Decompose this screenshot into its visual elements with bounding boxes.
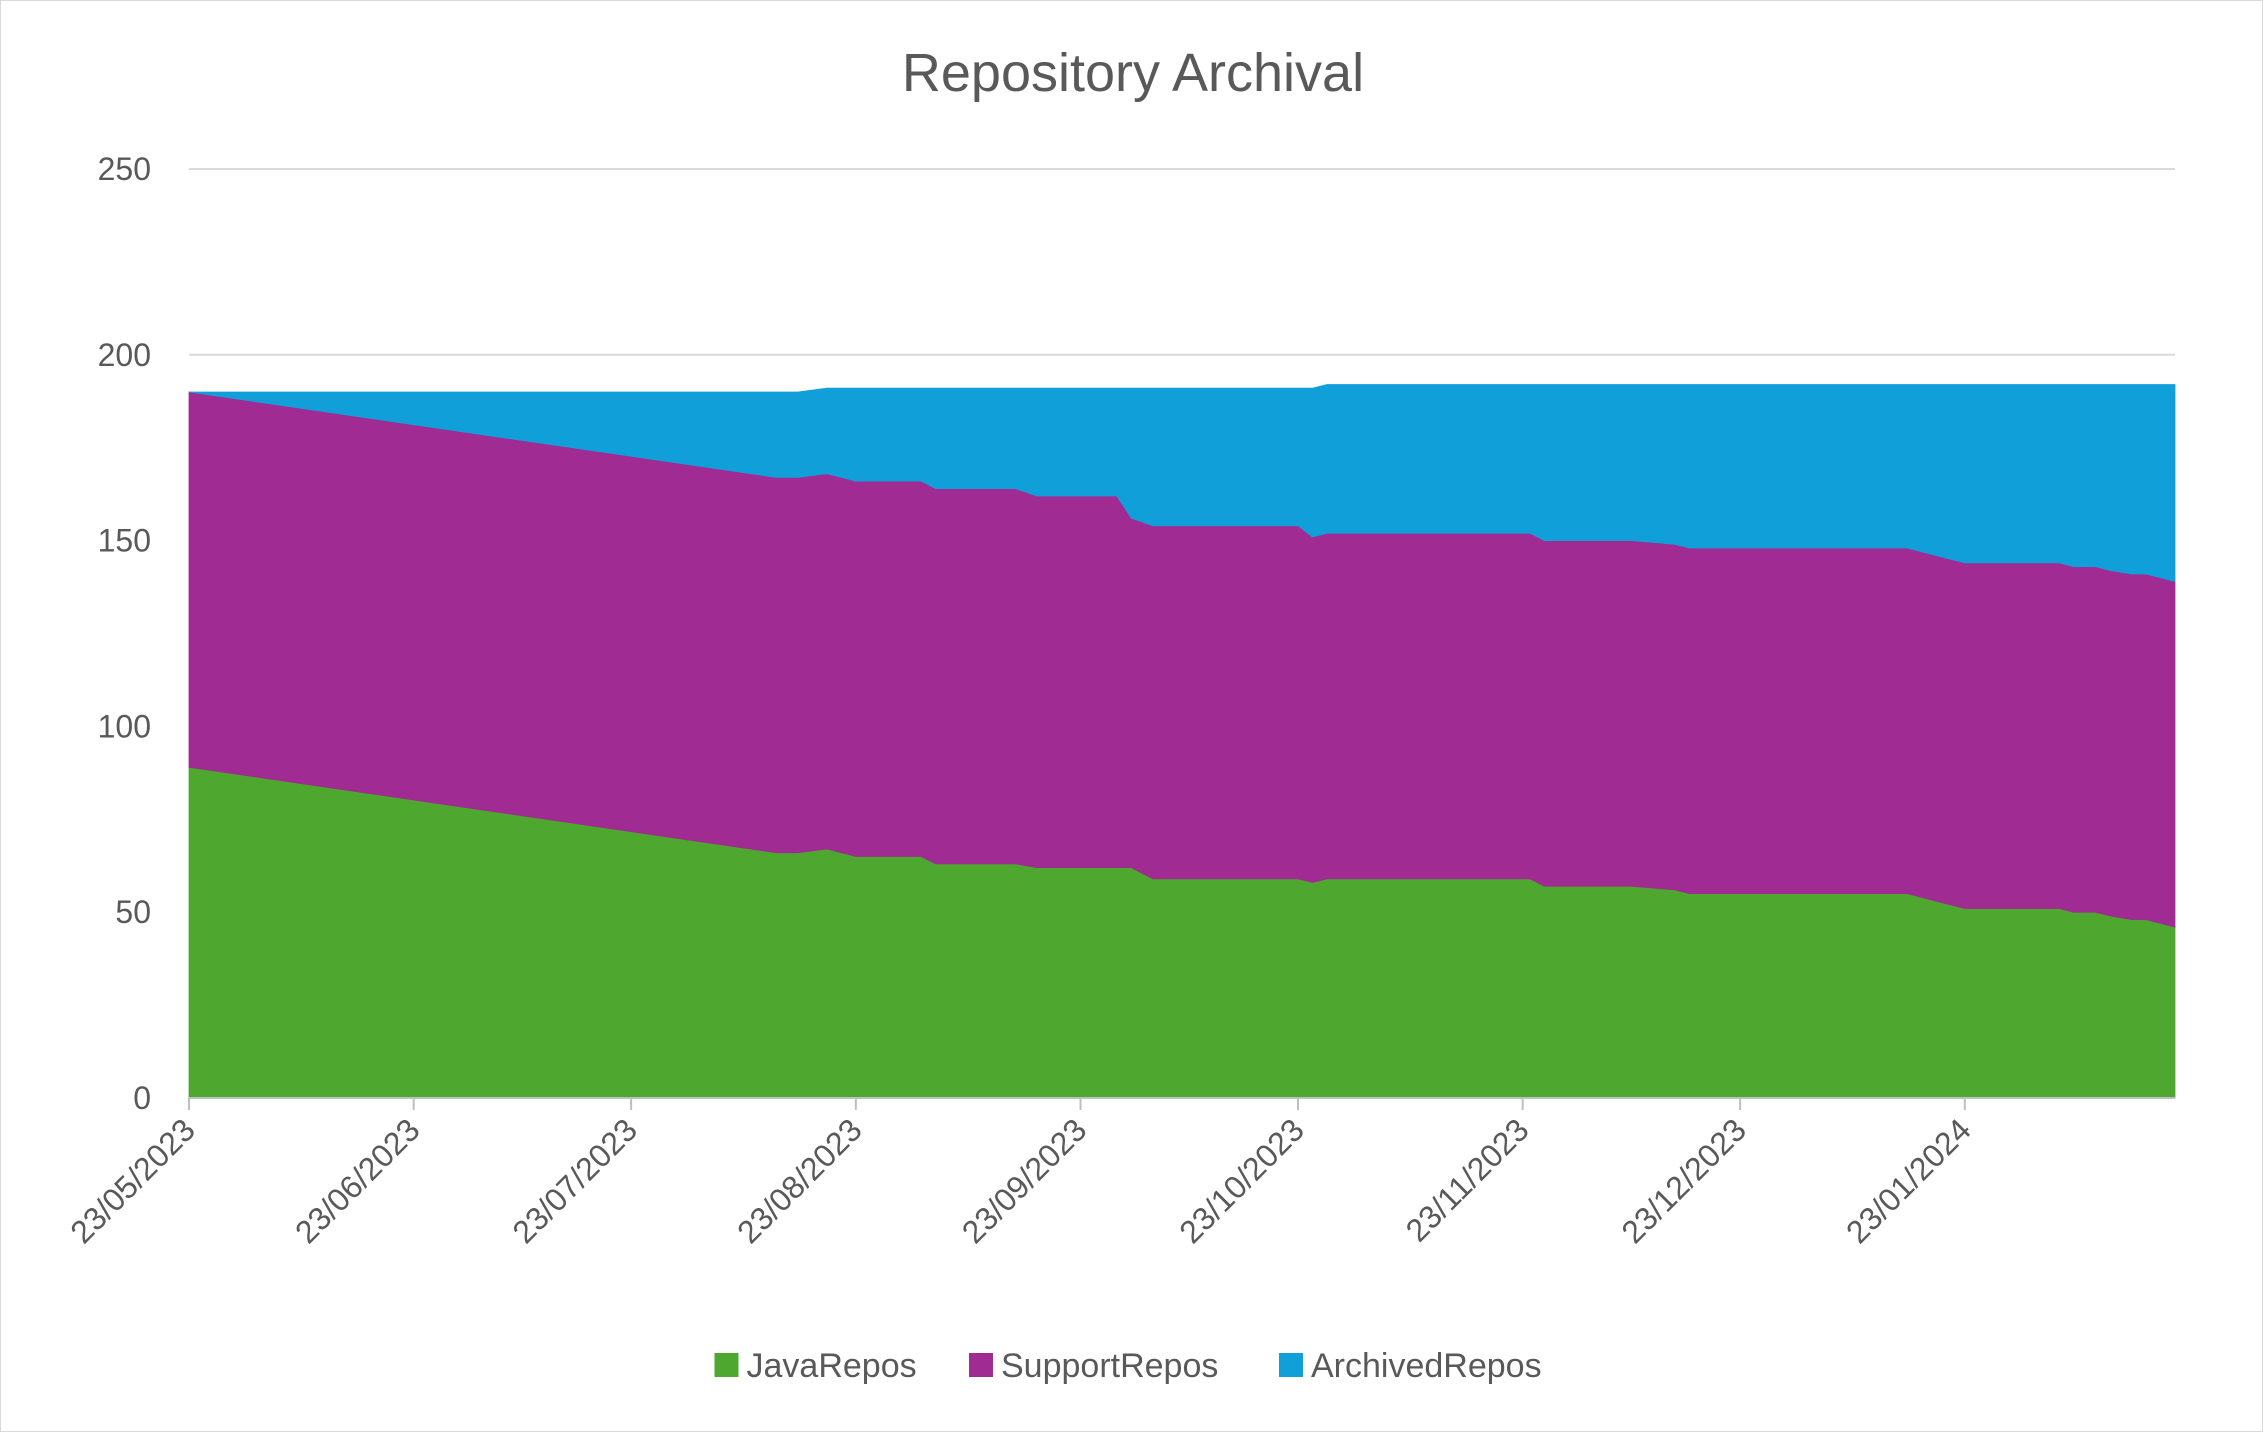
legend-swatch-supportrepos <box>969 1353 993 1377</box>
y-tick-label: 200 <box>98 337 151 373</box>
x-tick-label: 23/10/2023 <box>1172 1111 1311 1250</box>
x-tick-label: 23/12/2023 <box>1614 1111 1753 1250</box>
chart-title: Repository Archival <box>902 43 1364 103</box>
legend-swatch-archivedrepos <box>1279 1353 1303 1377</box>
y-tick-label: 250 <box>98 151 151 187</box>
x-axis <box>188 1097 2175 1110</box>
x-tick-label: 23/07/2023 <box>505 1111 644 1250</box>
y-axis-tick-labels: 0 50 100 150 200 250 <box>98 151 151 1116</box>
y-tick-label: 50 <box>115 894 151 930</box>
y-tick-label: 100 <box>98 708 151 744</box>
legend-label-supportrepos: SupportRepos <box>1001 1347 1218 1385</box>
x-tick-label: 23/11/2023 <box>1399 1111 1536 1248</box>
x-tick-label: 23/01/2024 <box>1839 1111 1978 1250</box>
area-series <box>188 384 2176 1099</box>
x-tick-label: 23/09/2023 <box>955 1111 1094 1250</box>
legend-swatch-javarepos <box>714 1353 739 1377</box>
legend-label-archivedrepos: ArchivedRepos <box>1311 1347 1542 1385</box>
y-tick-label: 0 <box>133 1080 151 1116</box>
legend-label-javarepos: JavaRepos <box>747 1347 917 1385</box>
x-tick-label: 23/08/2023 <box>730 1111 869 1250</box>
legend: JavaRepos SupportRepos ArchivedRepos <box>714 1347 1542 1385</box>
area-archivedrepos <box>188 384 2176 583</box>
x-axis-tick-labels: 23/05/2023 23/06/2023 23/07/2023 23/08/2023… <box>63 1111 1978 1250</box>
x-tick-label: 23/06/2023 <box>288 1111 427 1250</box>
x-tick-label: 23/05/2023 <box>63 1111 202 1250</box>
y-tick-label: 150 <box>98 523 151 559</box>
